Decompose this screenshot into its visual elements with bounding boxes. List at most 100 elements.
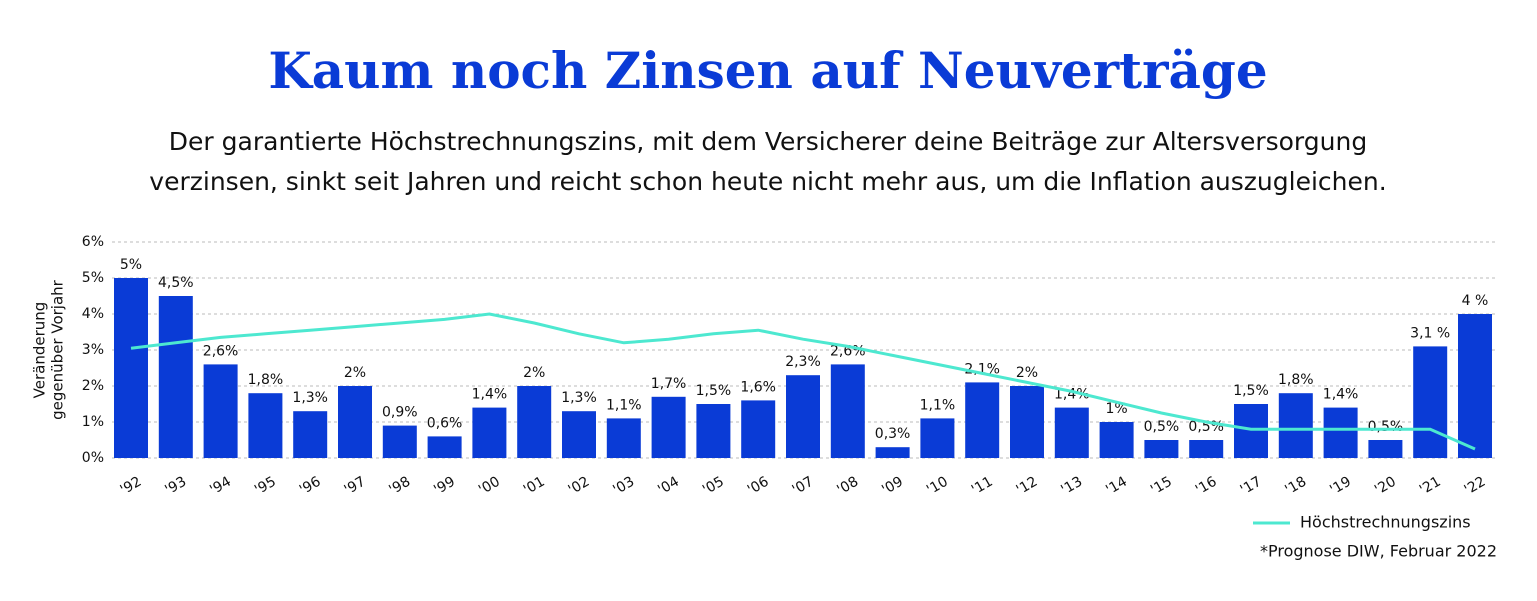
value-label: 4 %: [1462, 293, 1489, 309]
y-tick-label: 4%: [82, 306, 104, 322]
bar: [786, 375, 820, 458]
value-label: 0,5%: [1368, 419, 1404, 435]
bar: [1144, 440, 1179, 458]
bar: [1189, 440, 1224, 458]
value-label: 2,3%: [785, 354, 821, 370]
bar: [427, 436, 462, 458]
value-label: 1,1%: [606, 397, 642, 413]
legend-label: Höchstrechnungszins: [1300, 513, 1471, 532]
bar: [517, 386, 552, 458]
bar: [1099, 422, 1134, 458]
subtitle: Der garantierte Höchstrechnungszins, mit…: [169, 127, 1367, 156]
y-tick-label: 3%: [82, 342, 104, 358]
footnote: *Prognose DIW, Februar 2022: [1260, 542, 1497, 561]
x-tick-label: '16: [1193, 474, 1220, 499]
value-label: 1,4%: [472, 387, 508, 403]
x-tick-label: '11: [969, 474, 996, 499]
value-label: 1,1%: [920, 397, 956, 413]
x-tick-label: '14: [1103, 474, 1130, 499]
bar: [114, 278, 148, 458]
y-axis-label: Veränderung: [31, 302, 49, 399]
value-label: 2%: [344, 365, 366, 381]
bar: [696, 404, 731, 458]
bar: [338, 386, 372, 458]
bar: [1234, 404, 1268, 458]
value-label: 1,6%: [740, 379, 776, 395]
bar: [472, 407, 507, 458]
bar: [1010, 386, 1044, 458]
bar: [248, 393, 283, 458]
x-tick-label: '19: [1327, 474, 1354, 499]
value-label: 1,5%: [696, 383, 732, 399]
y-tick-label: 0%: [82, 450, 104, 466]
x-tick-label: '07: [790, 474, 817, 499]
value-label: 1,3%: [561, 390, 597, 406]
x-tick-label: '05: [700, 474, 727, 499]
x-tick-label: '92: [118, 474, 145, 499]
bar: [158, 296, 193, 458]
y-tick-label: 1%: [82, 414, 104, 430]
chart-title: Kaum noch Zinsen auf Neuverträge: [268, 41, 1267, 100]
x-tick-label: '08: [834, 474, 861, 499]
bar: [651, 396, 686, 458]
bar: [965, 382, 1000, 458]
y-tick-label: 2%: [82, 378, 104, 394]
bar: [1054, 407, 1089, 458]
x-tick-label: '10: [924, 474, 951, 499]
value-label: 4,5%: [158, 275, 194, 291]
value-label: 2,1%: [964, 361, 1000, 377]
bar: [562, 411, 596, 458]
value-label: 0,6%: [427, 415, 463, 431]
value-label: 2%: [1016, 365, 1038, 381]
value-label: 0,5%: [1144, 419, 1180, 435]
x-tick-label: '93: [162, 474, 189, 499]
bar: [382, 425, 417, 458]
x-tick-label: '18: [1282, 474, 1309, 499]
x-tick-label: '09: [879, 474, 906, 499]
x-tick-label: '13: [1058, 474, 1085, 499]
value-label: 0,9%: [382, 405, 418, 421]
bar: [606, 418, 641, 458]
bar: [1368, 440, 1403, 458]
bar: [920, 418, 955, 458]
value-label: 5%: [120, 257, 142, 273]
x-tick-label: '98: [386, 474, 413, 499]
x-tick-label: '03: [610, 474, 637, 499]
bar: [741, 400, 776, 458]
x-tick-label: '17: [1238, 474, 1265, 499]
bar: [293, 411, 328, 458]
bar: [1458, 314, 1492, 458]
value-label: 1,5%: [1233, 383, 1269, 399]
value-label: 1,4%: [1323, 387, 1359, 403]
bar: [203, 364, 238, 458]
y-tick-label: 6%: [82, 234, 104, 250]
x-tick-label: '04: [655, 474, 682, 499]
x-tick-label: '97: [342, 474, 369, 499]
value-label: 2%: [523, 365, 545, 381]
subtitle: verzinsen, sinkt seit Jahren und reicht …: [149, 167, 1386, 196]
value-label: 1,8%: [1278, 372, 1314, 388]
x-tick-label: '02: [566, 474, 593, 499]
x-tick-label: '01: [521, 474, 548, 499]
x-tick-label: '06: [745, 474, 772, 499]
bar: [1413, 346, 1448, 458]
value-label: 1,7%: [651, 376, 687, 392]
value-label: 1,3%: [292, 390, 328, 406]
x-tick-label: '00: [476, 474, 503, 499]
x-tick-label: '95: [252, 474, 279, 499]
x-tick-label: '15: [1148, 474, 1175, 499]
x-tick-label: '12: [1014, 474, 1041, 499]
line-series: [130, 312, 1476, 451]
value-label: 3,1 %: [1410, 325, 1450, 341]
x-tick-label: '99: [431, 474, 458, 499]
bar: [875, 447, 910, 458]
x-tick-label: '20: [1372, 474, 1399, 499]
bar: [1278, 393, 1313, 458]
value-label: 1,8%: [248, 372, 284, 388]
value-label: 2,6%: [203, 343, 239, 359]
x-tick-label: '94: [207, 474, 234, 499]
bar: [830, 364, 865, 458]
x-tick-label: '96: [297, 474, 324, 499]
value-label: 0,3%: [875, 426, 911, 442]
